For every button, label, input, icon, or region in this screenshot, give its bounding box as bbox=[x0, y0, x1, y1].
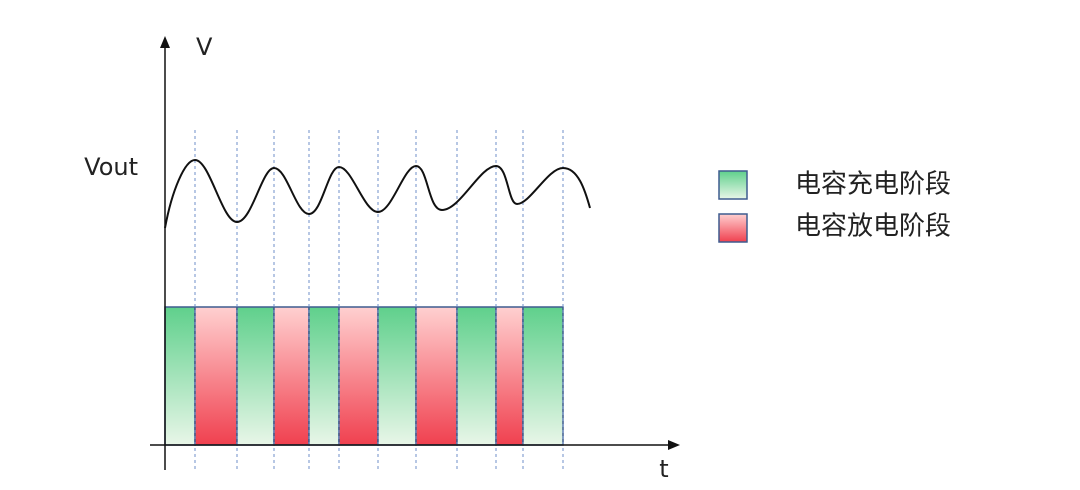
phase-bars bbox=[164, 306, 564, 446]
discharge-phase bbox=[495, 306, 524, 446]
discharge-phase bbox=[273, 306, 310, 446]
charge-phase bbox=[522, 306, 564, 446]
charge-phase bbox=[308, 306, 340, 446]
charge-phase bbox=[377, 306, 417, 446]
vout-label: Vout bbox=[84, 153, 138, 181]
legend-label: 电容放电阶段 bbox=[795, 212, 951, 242]
charge-phase bbox=[164, 306, 196, 446]
discharge-phase bbox=[194, 306, 238, 446]
y-arrow bbox=[160, 36, 170, 48]
x-axis-label: t bbox=[659, 455, 668, 483]
y-axis-label: V bbox=[196, 33, 213, 61]
discharge-phase bbox=[415, 306, 458, 446]
legend-swatch bbox=[718, 213, 748, 243]
phase-boundaries bbox=[194, 130, 564, 470]
charge-phase bbox=[456, 306, 497, 446]
charge-phase bbox=[236, 306, 275, 446]
legend-label: 电容充电阶段 bbox=[795, 170, 951, 200]
discharge-phase bbox=[338, 306, 379, 446]
axes bbox=[150, 44, 672, 470]
x-arrow bbox=[668, 440, 680, 450]
legend-swatch bbox=[718, 170, 748, 200]
vout-waveform bbox=[164, 158, 591, 229]
